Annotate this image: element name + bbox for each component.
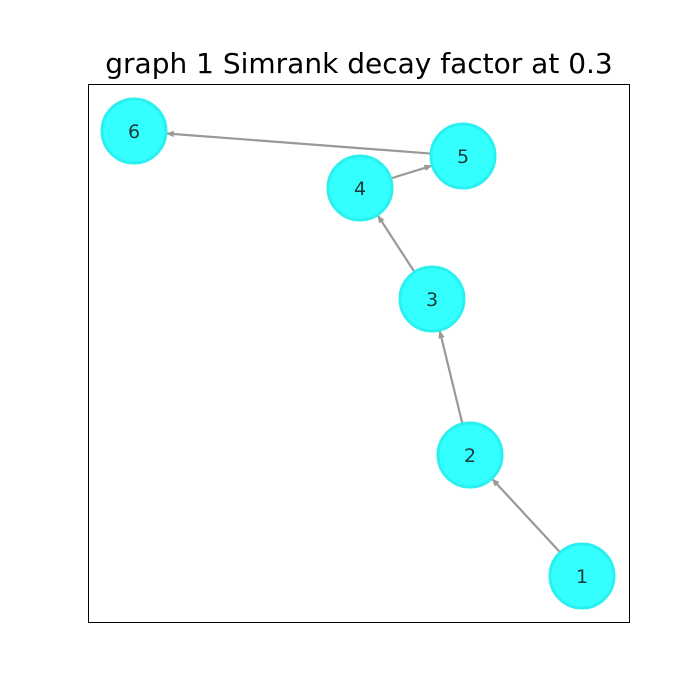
node-4: 4 bbox=[326, 154, 394, 222]
node-2: 2 bbox=[436, 421, 504, 489]
node-circle bbox=[429, 122, 497, 190]
node-label: 1 bbox=[576, 566, 588, 588]
edge-3-to-4 bbox=[377, 214, 416, 273]
plot-frame bbox=[88, 84, 630, 623]
edge-4-to-5 bbox=[390, 164, 433, 180]
node-1: 1 bbox=[548, 542, 616, 610]
node-6: 6 bbox=[100, 97, 168, 165]
edges-layer bbox=[165, 130, 562, 554]
node-3: 3 bbox=[398, 265, 466, 333]
nodes-layer: 1 2 3 4 5 6 bbox=[100, 97, 616, 610]
edge-2-to-3 bbox=[438, 330, 464, 425]
edge-1-to-2 bbox=[491, 478, 562, 554]
node-circle bbox=[100, 97, 168, 165]
node-label: 3 bbox=[426, 289, 438, 311]
node-circle bbox=[548, 542, 616, 610]
node-circle bbox=[436, 421, 504, 489]
node-circle bbox=[398, 265, 466, 333]
node-circle bbox=[326, 154, 394, 222]
node-label: 6 bbox=[128, 121, 140, 143]
node-label: 2 bbox=[464, 445, 476, 467]
graph-title: graph 1 Simrank decay factor at 0.3 bbox=[105, 47, 613, 80]
edge-5-to-6 bbox=[165, 130, 432, 155]
node-label: 4 bbox=[354, 178, 366, 200]
node-label: 5 bbox=[457, 146, 469, 168]
node-5: 5 bbox=[429, 122, 497, 190]
